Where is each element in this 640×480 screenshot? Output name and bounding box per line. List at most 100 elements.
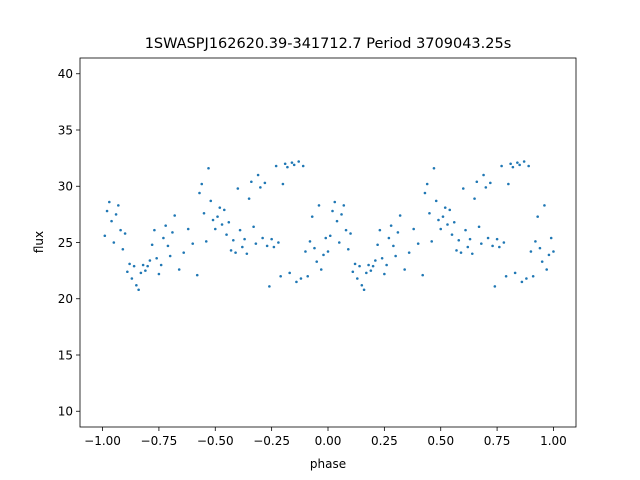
- data-point: [168, 254, 172, 258]
- data-point: [326, 250, 330, 253]
- y-tick-label: 15: [58, 348, 73, 362]
- data-point: [534, 240, 537, 243]
- data-point: [299, 277, 303, 280]
- data-point: [378, 228, 382, 232]
- data-point: [186, 227, 190, 231]
- data-point: [360, 283, 364, 287]
- data-point: [446, 223, 449, 226]
- data-point: [346, 247, 350, 251]
- data-point: [365, 271, 368, 275]
- chart-title: 1SWASPJ162620.39-341712.7 Period 3709043…: [145, 36, 512, 52]
- data-point: [112, 241, 116, 244]
- data-point: [509, 162, 512, 166]
- data-point: [416, 242, 420, 245]
- data-point: [256, 173, 260, 177]
- data-point: [295, 280, 298, 284]
- data-point: [263, 181, 267, 185]
- data-point: [376, 243, 379, 247]
- data-point: [385, 263, 388, 267]
- x-tick-label: 0.25: [371, 434, 398, 448]
- data-point: [473, 197, 476, 200]
- data-point: [374, 259, 377, 262]
- data-point: [155, 256, 158, 260]
- data-point: [301, 164, 305, 168]
- data-point: [207, 166, 210, 170]
- data-point: [522, 160, 526, 163]
- data-point: [110, 219, 113, 223]
- data-point: [153, 228, 156, 232]
- data-point: [209, 199, 213, 203]
- data-point: [351, 270, 355, 274]
- data-point: [344, 228, 348, 232]
- data-point: [459, 251, 463, 254]
- data-point: [349, 232, 352, 235]
- data-point: [308, 240, 312, 243]
- x-tick-label: −1.00: [84, 434, 121, 448]
- data-point: [322, 253, 325, 257]
- data-point: [396, 231, 400, 234]
- data-point: [495, 237, 499, 241]
- y-axis-ticks: 10 15 20 25 30 35 40: [58, 67, 80, 419]
- data-point: [328, 234, 332, 238]
- data-point: [452, 220, 456, 224]
- data-point: [234, 251, 237, 254]
- data-point: [437, 218, 440, 222]
- data-point: [470, 252, 474, 256]
- y-tick-label: 10: [58, 405, 73, 419]
- data-point: [552, 250, 555, 253]
- data-point: [119, 228, 122, 232]
- data-point: [387, 236, 391, 240]
- data-point: [292, 163, 296, 167]
- data-point: [493, 285, 497, 288]
- data-point: [148, 259, 152, 262]
- data-point: [243, 237, 246, 241]
- data-point: [306, 274, 310, 278]
- data-point: [132, 264, 136, 268]
- data-point: [211, 218, 215, 222]
- data-point: [543, 204, 546, 207]
- data-point: [232, 238, 235, 242]
- data-point: [434, 199, 438, 203]
- data-point: [268, 285, 271, 288]
- data-point: [270, 237, 273, 241]
- y-axis-title: flux: [32, 231, 46, 253]
- data-point: [448, 208, 452, 212]
- data-point: [353, 262, 357, 266]
- data-point: [549, 236, 553, 240]
- data-point: [531, 274, 535, 278]
- data-point: [443, 206, 447, 209]
- data-point: [218, 206, 222, 209]
- data-point: [135, 283, 138, 287]
- data-point: [502, 241, 506, 244]
- data-point: [362, 288, 366, 292]
- data-point: [520, 280, 524, 284]
- data-point: [182, 251, 186, 254]
- x-tick-label: 0.00: [315, 434, 342, 448]
- data-point: [128, 262, 131, 266]
- data-point: [342, 204, 346, 207]
- data-point: [498, 245, 501, 249]
- data-point: [367, 263, 370, 267]
- data-point: [261, 236, 264, 240]
- y-tick-label: 25: [58, 236, 73, 250]
- data-point: [358, 264, 361, 268]
- data-point: [482, 173, 485, 177]
- data-point: [507, 182, 510, 186]
- data-point: [225, 233, 228, 236]
- data-point: [466, 245, 470, 249]
- data-point: [421, 273, 424, 277]
- data-point: [547, 253, 551, 257]
- data-point: [166, 244, 170, 248]
- data-point: [430, 240, 434, 243]
- data-point: [464, 228, 467, 232]
- y-tick-label: 20: [58, 292, 73, 306]
- data-point: [371, 264, 375, 268]
- data-point: [529, 250, 533, 253]
- data-point: [489, 181, 492, 185]
- data-point: [216, 215, 219, 218]
- data-point: [500, 164, 503, 168]
- data-point: [480, 242, 483, 245]
- data-point: [254, 242, 258, 245]
- data-point: [157, 272, 161, 276]
